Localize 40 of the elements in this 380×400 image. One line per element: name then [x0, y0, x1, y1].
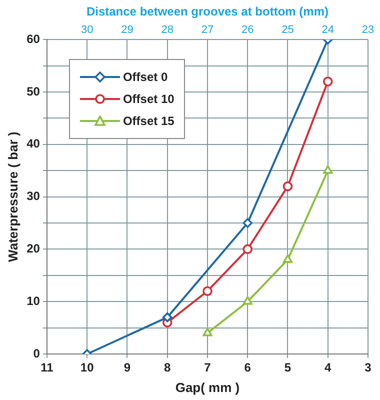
- x2-tick-label: 25: [282, 24, 294, 36]
- point: [202, 286, 212, 296]
- legend-label: Offset 10: [122, 92, 174, 106]
- x-tick-label: 11: [40, 360, 54, 375]
- point: [282, 181, 293, 192]
- x2-tick-label: 24: [322, 24, 334, 36]
- x-tick-label: 8: [164, 360, 171, 375]
- x2-tick-label: 28: [161, 24, 174, 36]
- point: [282, 254, 293, 263]
- point: [242, 218, 253, 228]
- x2-tick-label: 29: [121, 24, 134, 36]
- point: [242, 244, 253, 254]
- x2-tick-label: 30: [80, 24, 94, 36]
- x2-tick-label: 23: [362, 24, 374, 36]
- x-tick-label: 6: [244, 360, 252, 375]
- legend-label: Offset 15: [122, 114, 174, 128]
- y-tick-label: 10: [26, 294, 40, 308]
- x-tick-label: 5: [284, 360, 292, 375]
- y-tick-label: 20: [26, 242, 40, 256]
- x-tick-label: 3: [364, 360, 372, 375]
- point: [322, 76, 333, 86]
- x-tick-label: 10: [80, 360, 94, 375]
- x-tick-label: 9: [124, 360, 131, 375]
- x-axis-title: Gap( mm ): [175, 380, 240, 395]
- x-tick-label: 7: [204, 360, 212, 375]
- x2-tick-label: 26: [241, 24, 254, 36]
- x2-axis-title: Distance between grooves at bottom (mm): [86, 4, 328, 19]
- x2-tick-label: 27: [201, 24, 214, 36]
- y-tick-label: 50: [26, 84, 40, 98]
- y-tick-label: 40: [26, 136, 40, 151]
- y-tick-label: 60: [26, 32, 40, 46]
- point: [202, 328, 212, 336]
- y-tick-label: 0: [33, 346, 40, 360]
- y-tick-label: 30: [26, 189, 40, 204]
- point: [242, 296, 252, 305]
- x-tick-label: 4: [324, 360, 332, 375]
- point: [162, 312, 172, 322]
- legend-label: Offset 0: [122, 70, 168, 84]
- y-axis-title: Waterpressure ( bar ): [5, 132, 20, 262]
- point: [323, 165, 333, 174]
